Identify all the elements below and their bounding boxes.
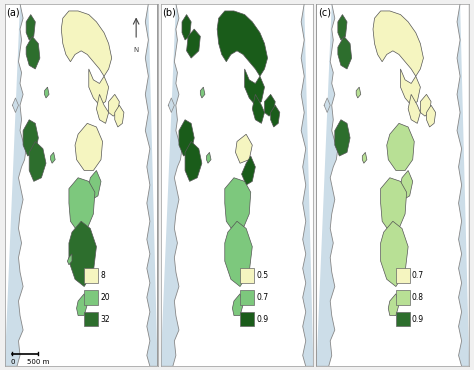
Text: 500 m: 500 m [27, 359, 50, 365]
Polygon shape [168, 98, 174, 112]
Polygon shape [67, 254, 72, 265]
Polygon shape [338, 36, 352, 69]
Polygon shape [242, 156, 255, 185]
Polygon shape [271, 105, 280, 127]
Polygon shape [338, 14, 347, 40]
Polygon shape [182, 14, 191, 40]
Polygon shape [396, 268, 410, 283]
Polygon shape [245, 69, 264, 105]
Text: 0.8: 0.8 [412, 293, 424, 302]
Polygon shape [356, 87, 361, 98]
Polygon shape [51, 152, 55, 163]
Polygon shape [236, 134, 252, 163]
Polygon shape [396, 312, 410, 326]
Polygon shape [23, 120, 38, 156]
Polygon shape [12, 98, 18, 112]
Polygon shape [317, 4, 338, 366]
Polygon shape [201, 87, 205, 98]
Polygon shape [96, 94, 109, 123]
Polygon shape [264, 94, 275, 116]
Polygon shape [240, 268, 254, 283]
Polygon shape [301, 4, 313, 366]
Polygon shape [207, 152, 211, 163]
Polygon shape [427, 105, 436, 127]
Polygon shape [324, 98, 330, 112]
Text: 0.5: 0.5 [256, 271, 268, 280]
Polygon shape [167, 316, 177, 341]
Polygon shape [26, 14, 35, 40]
Polygon shape [225, 221, 252, 286]
Text: 20: 20 [100, 293, 110, 302]
Text: (a): (a) [6, 7, 20, 17]
Polygon shape [29, 141, 46, 181]
Polygon shape [69, 178, 95, 232]
Polygon shape [387, 123, 414, 171]
Text: 0.9: 0.9 [256, 314, 268, 324]
Polygon shape [388, 294, 399, 316]
Text: 0.7: 0.7 [412, 271, 424, 280]
Polygon shape [11, 316, 21, 341]
Polygon shape [373, 11, 423, 76]
Polygon shape [408, 94, 420, 123]
Polygon shape [225, 178, 251, 232]
Polygon shape [401, 69, 420, 105]
Polygon shape [396, 290, 410, 305]
Polygon shape [252, 94, 264, 123]
Polygon shape [87, 171, 101, 199]
Polygon shape [109, 94, 119, 116]
Polygon shape [84, 268, 98, 283]
Polygon shape [335, 120, 350, 156]
Text: 0.9: 0.9 [412, 314, 424, 324]
Polygon shape [75, 123, 102, 171]
Text: 8: 8 [100, 271, 105, 280]
Polygon shape [457, 4, 469, 366]
Polygon shape [362, 152, 367, 163]
Polygon shape [61, 11, 112, 76]
Polygon shape [187, 29, 201, 58]
Polygon shape [232, 294, 243, 316]
Text: 0: 0 [10, 359, 15, 365]
Polygon shape [69, 221, 96, 286]
Text: N: N [134, 47, 139, 53]
Polygon shape [115, 105, 124, 127]
Polygon shape [420, 94, 431, 116]
Polygon shape [381, 178, 407, 232]
Text: (c): (c) [318, 7, 331, 17]
Polygon shape [45, 87, 49, 98]
Polygon shape [381, 221, 408, 286]
Text: 0.7: 0.7 [256, 293, 268, 302]
Polygon shape [5, 4, 26, 366]
Polygon shape [179, 120, 194, 156]
Polygon shape [323, 316, 333, 341]
Text: (b): (b) [162, 7, 176, 17]
Polygon shape [84, 312, 98, 326]
Polygon shape [146, 4, 157, 366]
Polygon shape [217, 11, 267, 76]
Polygon shape [185, 141, 202, 181]
Polygon shape [399, 171, 413, 199]
Polygon shape [240, 290, 254, 305]
Polygon shape [77, 294, 87, 316]
Text: 32: 32 [100, 314, 110, 324]
Polygon shape [161, 4, 182, 366]
Polygon shape [84, 290, 98, 305]
Polygon shape [240, 312, 254, 326]
Polygon shape [26, 36, 40, 69]
Polygon shape [89, 69, 109, 105]
